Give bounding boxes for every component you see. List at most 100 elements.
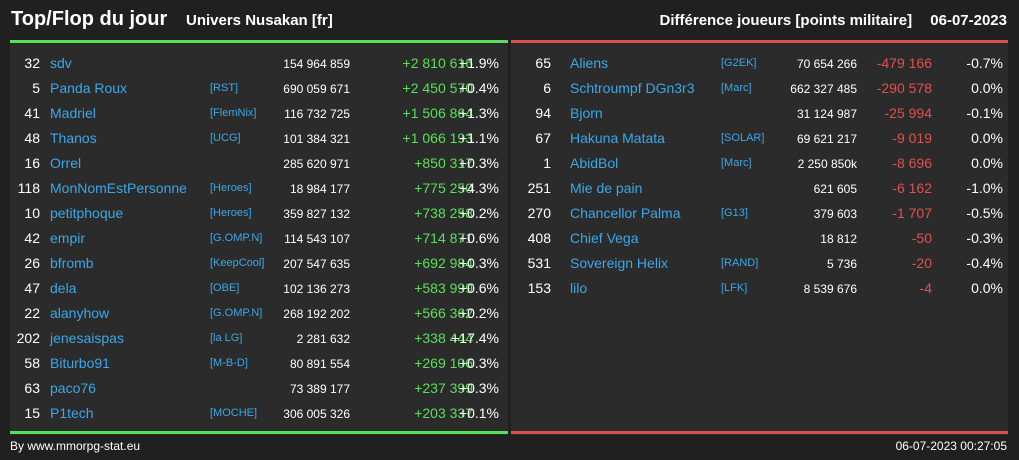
alliance-link[interactable]: [G13]	[721, 207, 748, 219]
points-diff: -4	[919, 280, 932, 296]
alliance-link[interactable]: [Heroes]	[210, 182, 252, 194]
player-name-link[interactable]: Chief Vega	[570, 230, 639, 246]
flop-row: 153 lilo [LFK] 8 539 676 -4 0.0%	[511, 276, 1008, 301]
player-name-link[interactable]: jenesaispas	[50, 330, 124, 346]
player-name-link[interactable]: Aliens	[570, 55, 609, 71]
player-name-link[interactable]: Schtroumpf DGn3r3	[570, 80, 695, 96]
alliance-link[interactable]: [RAND]	[721, 257, 759, 269]
points-diff: +738 258	[414, 205, 473, 221]
top-row: 118 MonNomEstPersonne [Heroes] 18 984 177 +7…	[10, 176, 508, 201]
player-name-link[interactable]: AbidBol	[570, 155, 619, 171]
player-points: 306 005 326	[283, 407, 350, 421]
player-name-link[interactable]: alanyhow	[50, 305, 110, 321]
percent-change: +0.3%	[458, 355, 499, 371]
player-name-link[interactable]: Bjorn	[570, 105, 603, 121]
alliance-link[interactable]: [UCG]	[210, 132, 241, 144]
player-points: 116 732 725	[284, 107, 350, 121]
player-points: 73 389 177	[289, 382, 350, 396]
player-name-link[interactable]: P1tech	[50, 405, 94, 421]
points-diff: -25 994	[884, 105, 932, 121]
player-name-link[interactable]: Mie de pain	[570, 180, 643, 196]
points-diff: +1 506 864	[402, 105, 473, 121]
alliance-link[interactable]: [FlemNix]	[210, 107, 257, 119]
player-points: 2 250 850k	[797, 157, 857, 171]
player-name-link[interactable]: MonNomEstPersonne	[50, 180, 187, 196]
alliance-link[interactable]: [G2EK]	[721, 57, 757, 69]
flop-row: 65 Aliens [G2EK] 70 654 266 -479 166 -0.7%	[511, 51, 1008, 76]
alliance-link[interactable]: [Marc]	[721, 82, 752, 94]
percent-change: +1.1%	[458, 130, 499, 146]
player-points: 31 124 987	[796, 107, 857, 121]
points-diff: +2 450 570	[402, 80, 473, 96]
alliance-link[interactable]: [G.OMP.N]	[210, 307, 263, 319]
player-points: 690 059 671	[283, 82, 350, 96]
points-diff: -479 166	[876, 55, 932, 71]
player-points: 154 964 859	[283, 57, 350, 71]
footer-credit: By www.mmorpg-stat.eu	[10, 439, 141, 453]
alliance-link[interactable]: [OBE]	[210, 282, 240, 294]
player-name-link[interactable]: bfromb	[50, 255, 94, 271]
percent-change: +0.3%	[458, 380, 499, 396]
top-row: 48 Thanos [UCG] 101 384 321 +1 066 193 +1.1%	[10, 126, 508, 151]
percent-change: +0.3%	[458, 255, 499, 271]
points-diff: +566 362	[414, 305, 473, 321]
percent-change: 0.0%	[971, 80, 1003, 96]
universe-label: Univers Nusakan [fr]	[186, 12, 333, 29]
player-name-link[interactable]: empir	[50, 230, 86, 246]
player-points: 379 603	[813, 207, 857, 221]
player-rank: 41	[24, 105, 40, 121]
player-rank: 1	[543, 155, 551, 171]
player-points: 69 621 217	[796, 132, 857, 146]
player-name-link[interactable]: Chancellor Palma	[570, 205, 681, 221]
alliance-link[interactable]: [MOCHE]	[210, 407, 258, 419]
player-rank: 26	[24, 255, 40, 271]
player-rank: 58	[24, 355, 40, 371]
alliance-link[interactable]: [G.OMP.N]	[210, 232, 263, 244]
player-name-link[interactable]: Sovereign Helix	[570, 255, 669, 271]
player-rank: 65	[535, 55, 551, 71]
alliance-link[interactable]: [M-B-D]	[210, 357, 248, 369]
player-points: 102 136 273	[283, 282, 350, 296]
player-points: 8 539 676	[803, 282, 857, 296]
points-diff: +692 984	[414, 255, 473, 271]
header-right: Différence joueurs [points militaire] 06…	[660, 12, 1007, 29]
player-points: 2 281 632	[296, 332, 350, 346]
points-diff: +1 066 193	[402, 130, 473, 146]
top-row: 22 alanyhow [G.OMP.N] 268 192 202 +566 362 +0…	[10, 301, 508, 326]
player-name-link[interactable]: Madriel	[50, 105, 96, 121]
player-name-link[interactable]: dela	[50, 280, 77, 296]
player-name-link[interactable]: Orrel	[50, 155, 82, 171]
player-name-link[interactable]: Panda Roux	[50, 80, 128, 96]
percent-change: +0.4%	[458, 80, 499, 96]
player-name-link[interactable]: paco76	[50, 380, 96, 396]
player-name-link[interactable]: sdv	[50, 55, 72, 71]
top-row: 41 Madriel [FlemNix] 116 732 725 +1 506 864 +…	[10, 101, 508, 126]
percent-change: +0.6%	[458, 230, 499, 246]
player-name-link[interactable]: Biturbo91	[50, 355, 110, 371]
alliance-link[interactable]: [Heroes]	[210, 207, 252, 219]
percent-change: +0.2%	[458, 305, 499, 321]
alliance-link[interactable]: [SOLAR]	[721, 132, 765, 144]
player-name-link[interactable]: Hakuna Matata	[570, 130, 665, 146]
player-name-link[interactable]: lilo	[570, 280, 588, 296]
alliance-link[interactable]: [Marc]	[721, 157, 752, 169]
alliance-link[interactable]: [KeepCool]	[210, 257, 265, 269]
player-name-link[interactable]: Thanos	[50, 130, 97, 146]
flop-bottom-accent	[511, 431, 1008, 434]
player-rank: 251	[527, 180, 551, 196]
player-points: 70 654 266	[796, 57, 857, 71]
player-points: 101 384 321	[283, 132, 350, 146]
alliance-link[interactable]: [RST]	[210, 82, 239, 94]
player-name-link[interactable]: petitphoque	[50, 205, 124, 221]
alliance-link[interactable]: [LFK]	[721, 282, 748, 294]
points-diff: +338 444	[414, 330, 473, 346]
footer-timestamp: 06-07-2023 00:27:05	[895, 439, 1007, 453]
points-diff: -290 578	[876, 80, 932, 96]
header: Top/Flop du jour Univers Nusakan [fr] Di…	[0, 0, 1019, 40]
alliance-link[interactable]: [la LG]	[210, 332, 243, 344]
points-diff: +269 106	[414, 355, 473, 371]
player-rank: 48	[24, 130, 40, 146]
percent-change: +0.3%	[458, 155, 499, 171]
flop-row: 94 Bjorn 31 124 987 -25 994 -0.1%	[511, 101, 1008, 126]
